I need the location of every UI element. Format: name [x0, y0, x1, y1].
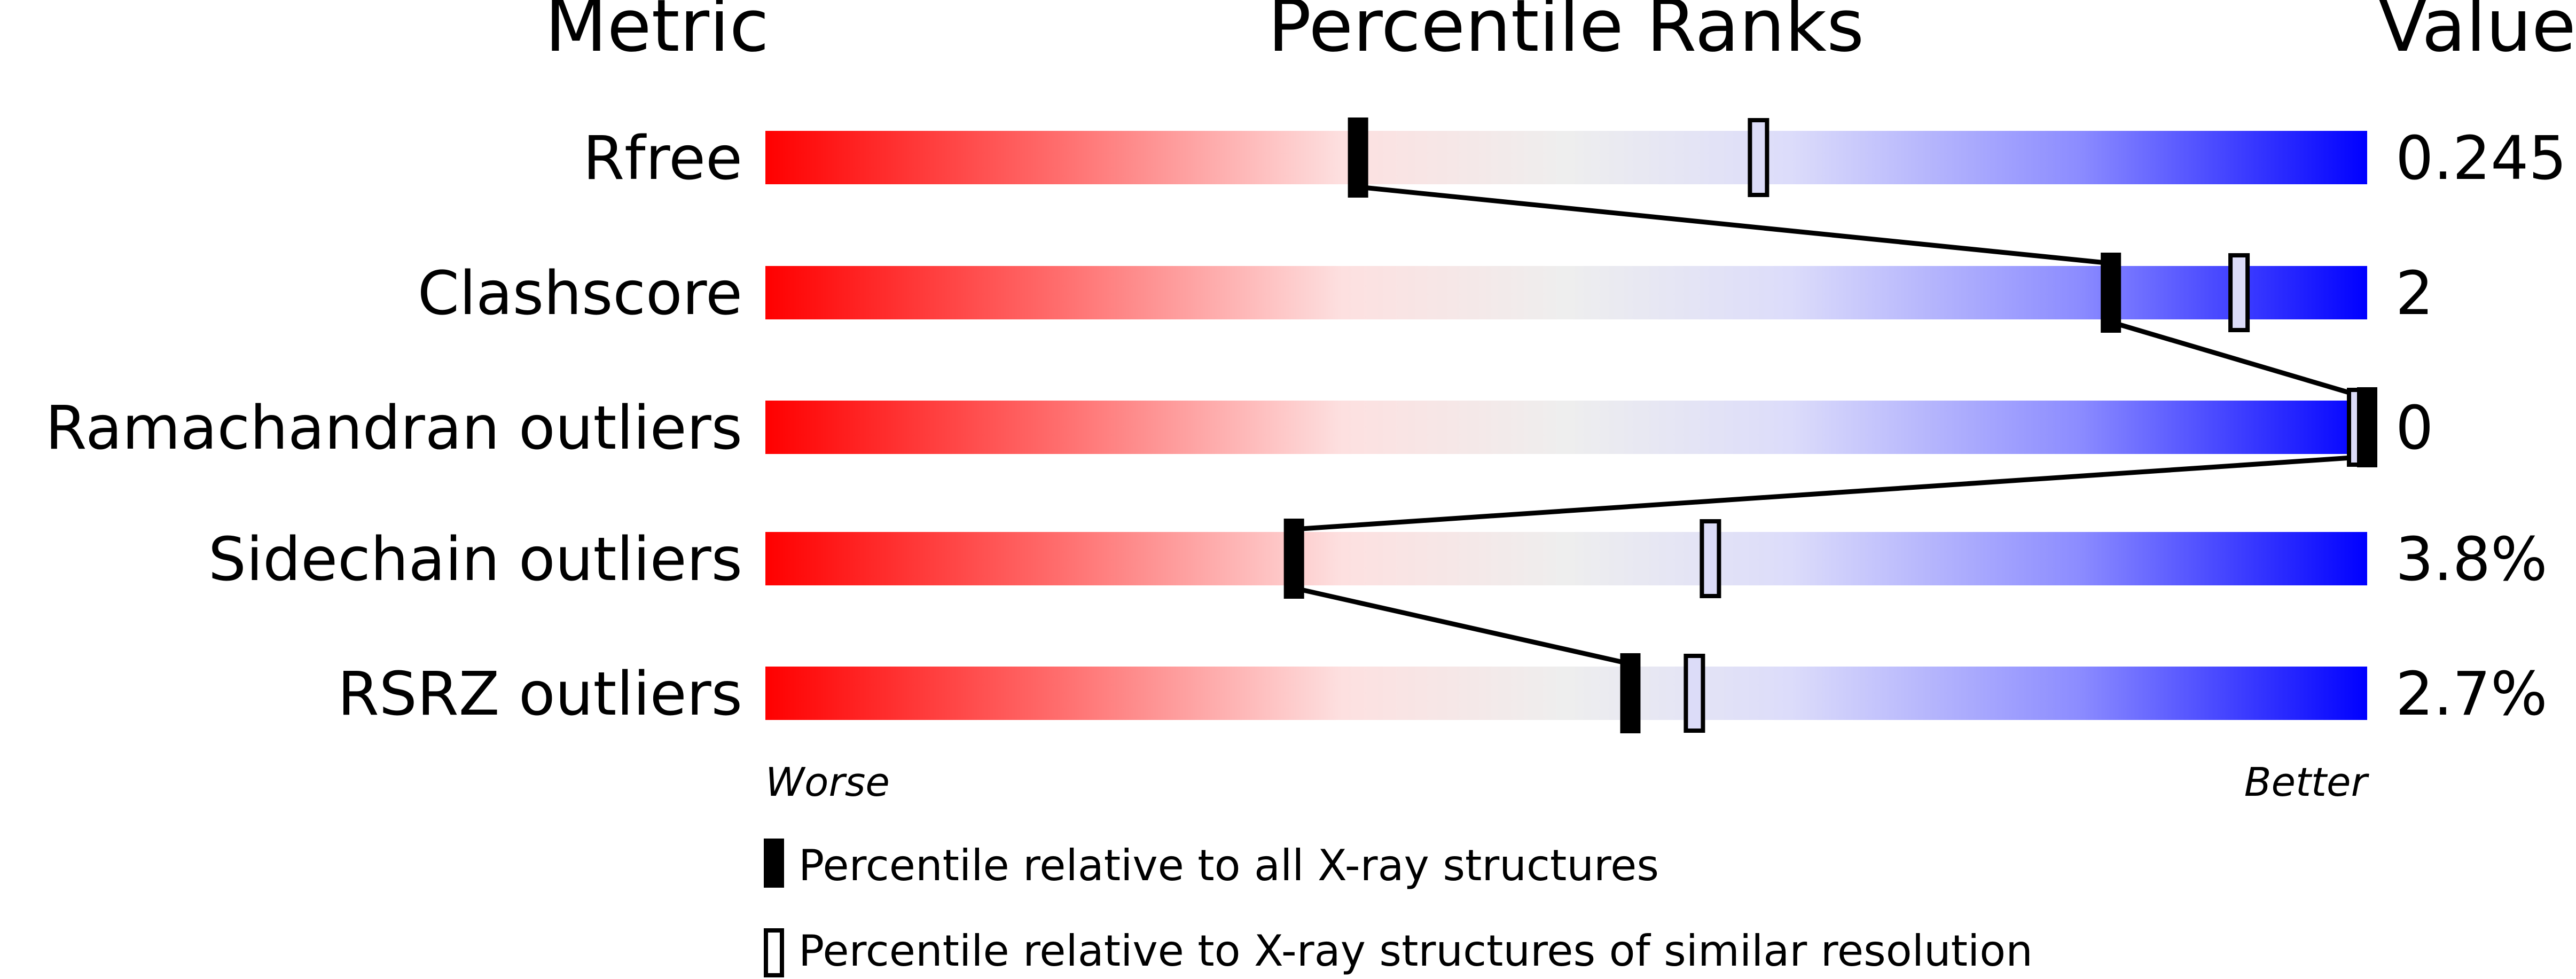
percentile-bar	[765, 667, 2367, 720]
metric-label: RSRZ outliers	[338, 660, 742, 729]
percentile-bar	[765, 532, 2367, 585]
marker-all-structures	[1348, 118, 1368, 198]
marker-similar-resolution	[2228, 253, 2250, 332]
marker-similar-resolution	[1700, 519, 1721, 598]
marker-all-structures	[2357, 387, 2377, 467]
header-metric: Metric	[545, 0, 769, 68]
legend-label-all: Percentile relative to all X-ray structu…	[798, 841, 1659, 890]
connector-line	[1358, 184, 2111, 266]
legend-open-marker	[764, 928, 784, 977]
marker-all-structures	[1283, 519, 1304, 599]
legend-filled-marker	[764, 839, 784, 888]
connector-line	[1293, 585, 1631, 667]
marker-all-structures	[2101, 253, 2121, 333]
marker-similar-resolution	[1684, 654, 1705, 733]
connector-line	[1294, 454, 2368, 532]
header-value: Value	[2378, 0, 2576, 68]
value-label: 0	[2395, 394, 2433, 463]
axis-label-worse: Worse	[765, 759, 890, 805]
percentile-bar	[765, 401, 2367, 454]
marker-all-structures	[1620, 653, 1641, 733]
marker-similar-resolution	[1748, 118, 1769, 197]
percentile-bar	[765, 131, 2367, 184]
header-percentile-ranks: Percentile Ranks	[1268, 0, 1865, 68]
legend-label-similar: Percentile relative to X-ray structures …	[798, 926, 2033, 976]
value-label: 2.7%	[2395, 660, 2548, 729]
value-label: 3.8%	[2395, 525, 2548, 594]
metric-label: Rfree	[583, 124, 742, 193]
metric-label: Ramachandran outliers	[45, 394, 742, 463]
metric-label: Clashscore	[418, 259, 742, 328]
metric-label: Sidechain outliers	[208, 525, 742, 594]
percentile-bar	[765, 266, 2367, 319]
axis-label-better: Better	[2244, 759, 2370, 805]
value-label: 2	[2395, 259, 2433, 328]
value-label: 0.245	[2395, 124, 2567, 193]
connector-line	[2110, 319, 2368, 401]
